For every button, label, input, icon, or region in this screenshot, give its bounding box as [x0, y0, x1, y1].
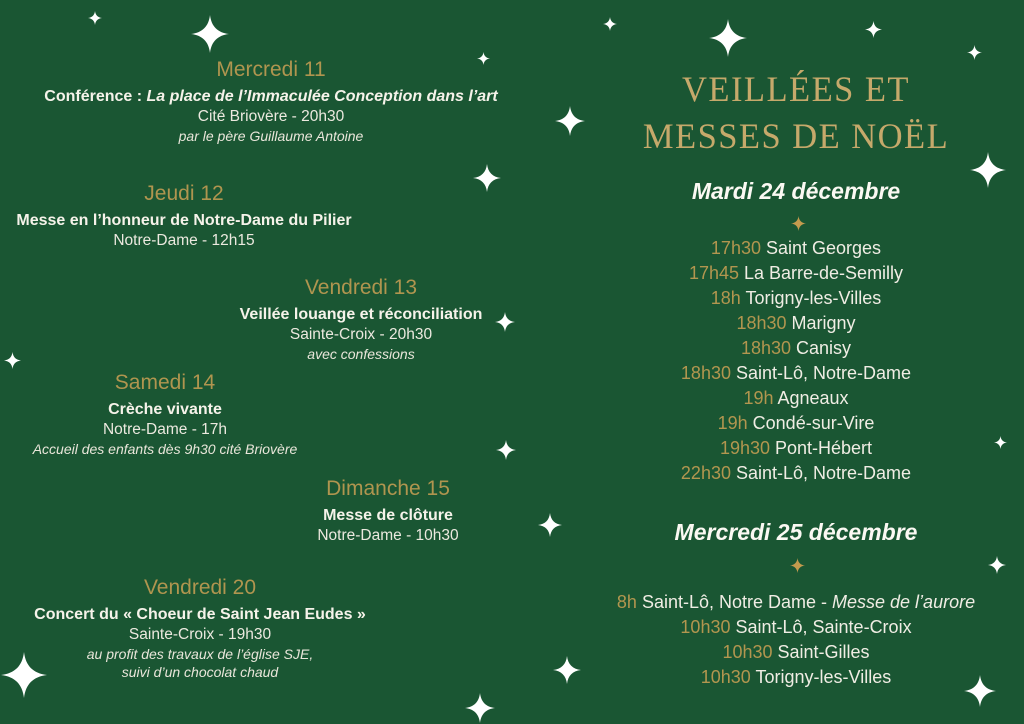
event-date: Samedi 14 — [114, 371, 216, 394]
event-date: Vendredi 20 — [143, 576, 257, 599]
sparkle-star-icon — [553, 656, 581, 684]
event-detail: Cité Briovère - 20h30 — [197, 108, 345, 125]
event-block: Jeudi 12 Messe en l’honneur de Notre-Dame… — [16, 181, 351, 251]
mass-entry: 18h30 Saint-Lô, Notre-Dame — [600, 361, 992, 386]
poster-title-line1: VEILLÉES ET — [682, 69, 910, 109]
mass-place: Agneaux — [773, 388, 849, 408]
event-note: Accueil des enfants dès 9h30 cité Briovè… — [32, 441, 298, 457]
mass-time: 17h30 — [710, 238, 761, 258]
event-block: Samedi 14 Crèche vivante Notre-Dame - 17h A… — [33, 370, 298, 458]
mass-place: Torigny-les-Villes — [740, 288, 882, 308]
mass-entry: 17h45 La Barre-de-Semilly — [600, 261, 992, 286]
mass-place: Pont-Hébert — [770, 438, 873, 458]
mass-entry: 10h30 Saint-Gilles — [600, 640, 992, 665]
event-note: avec confessions — [307, 346, 415, 362]
event-note: suivi d’un chocolat chaud — [121, 664, 279, 680]
sparkle-star-icon — [538, 513, 562, 537]
event-lead: Messe de clôture — [323, 507, 453, 524]
poster-title-line2: MESSES DE NOËL — [642, 116, 950, 156]
event-detail: Notre-Dame - 12h15 — [113, 232, 255, 249]
sparkle-star-icon — [473, 164, 501, 192]
event-note: au profit des travaux de l’église SJE, — [86, 646, 314, 662]
event-lead: Conférence : La place de l’Immaculée Con… — [44, 88, 498, 105]
event-lead: Crèche vivante — [108, 401, 222, 418]
event-date: Vendredi 13 — [304, 276, 418, 299]
masses-panel: VEILLÉES ET MESSES DE NOËL Mardi 24 déce… — [600, 0, 992, 724]
mass-time: 19h — [743, 388, 774, 408]
sparkle-star-icon — [495, 312, 515, 332]
mass-time: 18h30 — [740, 338, 792, 358]
mass-entry: 19h30 Pont-Hébert — [600, 436, 992, 461]
event-note: par le père Guillaume Antoine — [178, 128, 364, 144]
event-block: Vendredi 20 Concert du « Choeur de Saint … — [34, 575, 366, 681]
mass-time: 18h — [710, 288, 741, 308]
mass-place: Torigny-les-Villes — [750, 667, 892, 687]
mass-time: 19h30 — [719, 438, 770, 458]
event-date: Mercredi 11 — [216, 58, 326, 81]
sparkle-star-icon — [555, 106, 585, 136]
mass-place: Saint-Gilles — [772, 642, 870, 662]
sparkle-star-icon — [88, 11, 102, 25]
sparkle-star-icon — [496, 440, 516, 460]
event-block: Vendredi 13 Veillée louange et réconcilia… — [240, 275, 483, 363]
mass-time: 17h45 — [688, 263, 739, 283]
mass-time: 10h30 — [722, 642, 773, 662]
mass-place: Saint-Lô, Notre-Dame — [730, 463, 912, 483]
event-lead: Veillée louange et réconciliation — [239, 306, 483, 323]
mass-list-24-december: 17h30 Saint Georges 17h45 La Barre-de-Sem… — [600, 236, 992, 486]
event-lead: Messe en l’honneur de Notre-Dame du Pili… — [16, 212, 352, 229]
event-detail: Sainte-Croix - 20h30 — [289, 326, 433, 343]
mass-time: 8h — [616, 592, 637, 612]
event-lead: Concert du « Choeur de Saint Jean Eudes … — [34, 606, 366, 623]
mass-entry: 19h Agneaux — [600, 386, 992, 411]
mass-entry: 10h30 Saint-Lô, Sainte-Croix — [600, 615, 992, 640]
mass-place: Saint Georges — [760, 238, 882, 258]
mass-entry: 10h30 Torigny-les-Villes — [600, 665, 992, 690]
mass-time: 18h30 — [680, 363, 731, 383]
mass-entry: 18h30 Canisy — [600, 336, 992, 361]
mass-place: Condé-sur-Vire — [747, 413, 875, 433]
mass-list-25-december: 8h Saint-Lô, Notre Dame - Messe de l’aur… — [600, 590, 992, 690]
mass-time: 10h30 — [680, 617, 731, 637]
mass-time: 10h30 — [700, 667, 751, 687]
event-detail: Notre-Dame - 17h — [102, 421, 228, 438]
mass-entry: 17h30 Saint Georges — [600, 236, 992, 261]
event-date: Jeudi 12 — [144, 182, 224, 205]
poster-title: VEILLÉES ET MESSES DE NOËL — [608, 66, 984, 160]
sparkle-star-icon — [993, 435, 1007, 449]
mass-place: Saint-Lô, Notre Dame - — [636, 592, 828, 612]
mass-place: Saint-Lô, Sainte-Croix — [730, 617, 912, 637]
mass-entry: 22h30 Saint-Lô, Notre-Dame — [600, 461, 992, 486]
mass-note: Messe de l’aurore — [827, 592, 976, 612]
mass-place: La Barre-de-Semilly — [739, 263, 904, 283]
event-block: Mercredi 11 Conférence : La place de l’Im… — [44, 57, 497, 145]
sparkle-star-icon — [191, 15, 229, 53]
mass-entry: 18h Torigny-les-Villes — [600, 286, 992, 311]
event-block: Dimanche 15 Messe de clôture Notre-Dame - … — [317, 476, 458, 546]
mass-time: 19h — [717, 413, 748, 433]
section-heading-24-december: Mardi 24 décembre — [691, 178, 901, 204]
sparkle-star-icon — [465, 693, 495, 723]
mass-place: Marigny — [786, 313, 856, 333]
mass-place: Saint-Lô, Notre-Dame — [730, 363, 912, 383]
mass-entry: 19h Condé-sur-Vire — [600, 411, 992, 436]
mass-time: 22h30 — [680, 463, 731, 483]
mass-entry: 8h Saint-Lô, Notre Dame - Messe de l’aur… — [600, 590, 992, 615]
event-date: Dimanche 15 — [326, 477, 450, 500]
mass-place: Canisy — [791, 338, 852, 358]
sparkle-star-icon — [3, 351, 21, 369]
mass-entry: 18h30 Marigny — [600, 311, 992, 336]
section-heading-25-december: Mercredi 25 décembre — [674, 519, 918, 545]
event-detail: Sainte-Croix - 19h30 — [128, 626, 272, 643]
mass-time: 18h30 — [736, 313, 787, 333]
event-detail: Notre-Dame - 10h30 — [317, 527, 459, 544]
